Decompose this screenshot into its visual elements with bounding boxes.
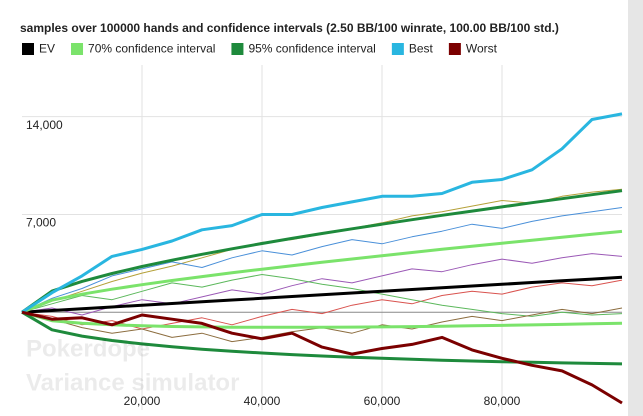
x-tick-label: 60,000 (364, 394, 401, 408)
frame-edge (628, 0, 643, 416)
series-line (21, 112, 623, 314)
series-line (21, 189, 623, 314)
sample-line (21, 274, 623, 317)
legend-label: Best (409, 42, 434, 56)
legend-label: Worst (466, 42, 498, 56)
series-line (21, 229, 623, 314)
legend-label: EV (39, 42, 55, 56)
legend-swatch (22, 43, 34, 55)
legend-swatch (448, 43, 461, 55)
watermark: Pokerdope (26, 335, 150, 362)
series-line (21, 310, 623, 405)
legend-swatch (71, 43, 84, 55)
x-tick-label: 40,000 (244, 394, 281, 408)
x-tick-label: 20,000 (124, 394, 161, 408)
legend-label: 95% confidence interval (248, 42, 375, 56)
series-line (21, 275, 623, 314)
y-tick-label: 7,000 (26, 216, 56, 230)
watermark: Variance simulator (26, 369, 239, 396)
sample-line (21, 253, 623, 316)
legend-swatch (231, 43, 244, 55)
chart-title: samples over 100000 hands and confidence… (20, 21, 559, 35)
series-line (21, 310, 623, 329)
sample-line (21, 207, 623, 313)
x-tick-label: 80,000 (484, 394, 521, 408)
legend-label: 70% confidence interval (88, 42, 215, 56)
sample-line (21, 279, 623, 330)
y-tick-label: 14,000 (26, 118, 63, 132)
legend-swatch (391, 43, 404, 55)
